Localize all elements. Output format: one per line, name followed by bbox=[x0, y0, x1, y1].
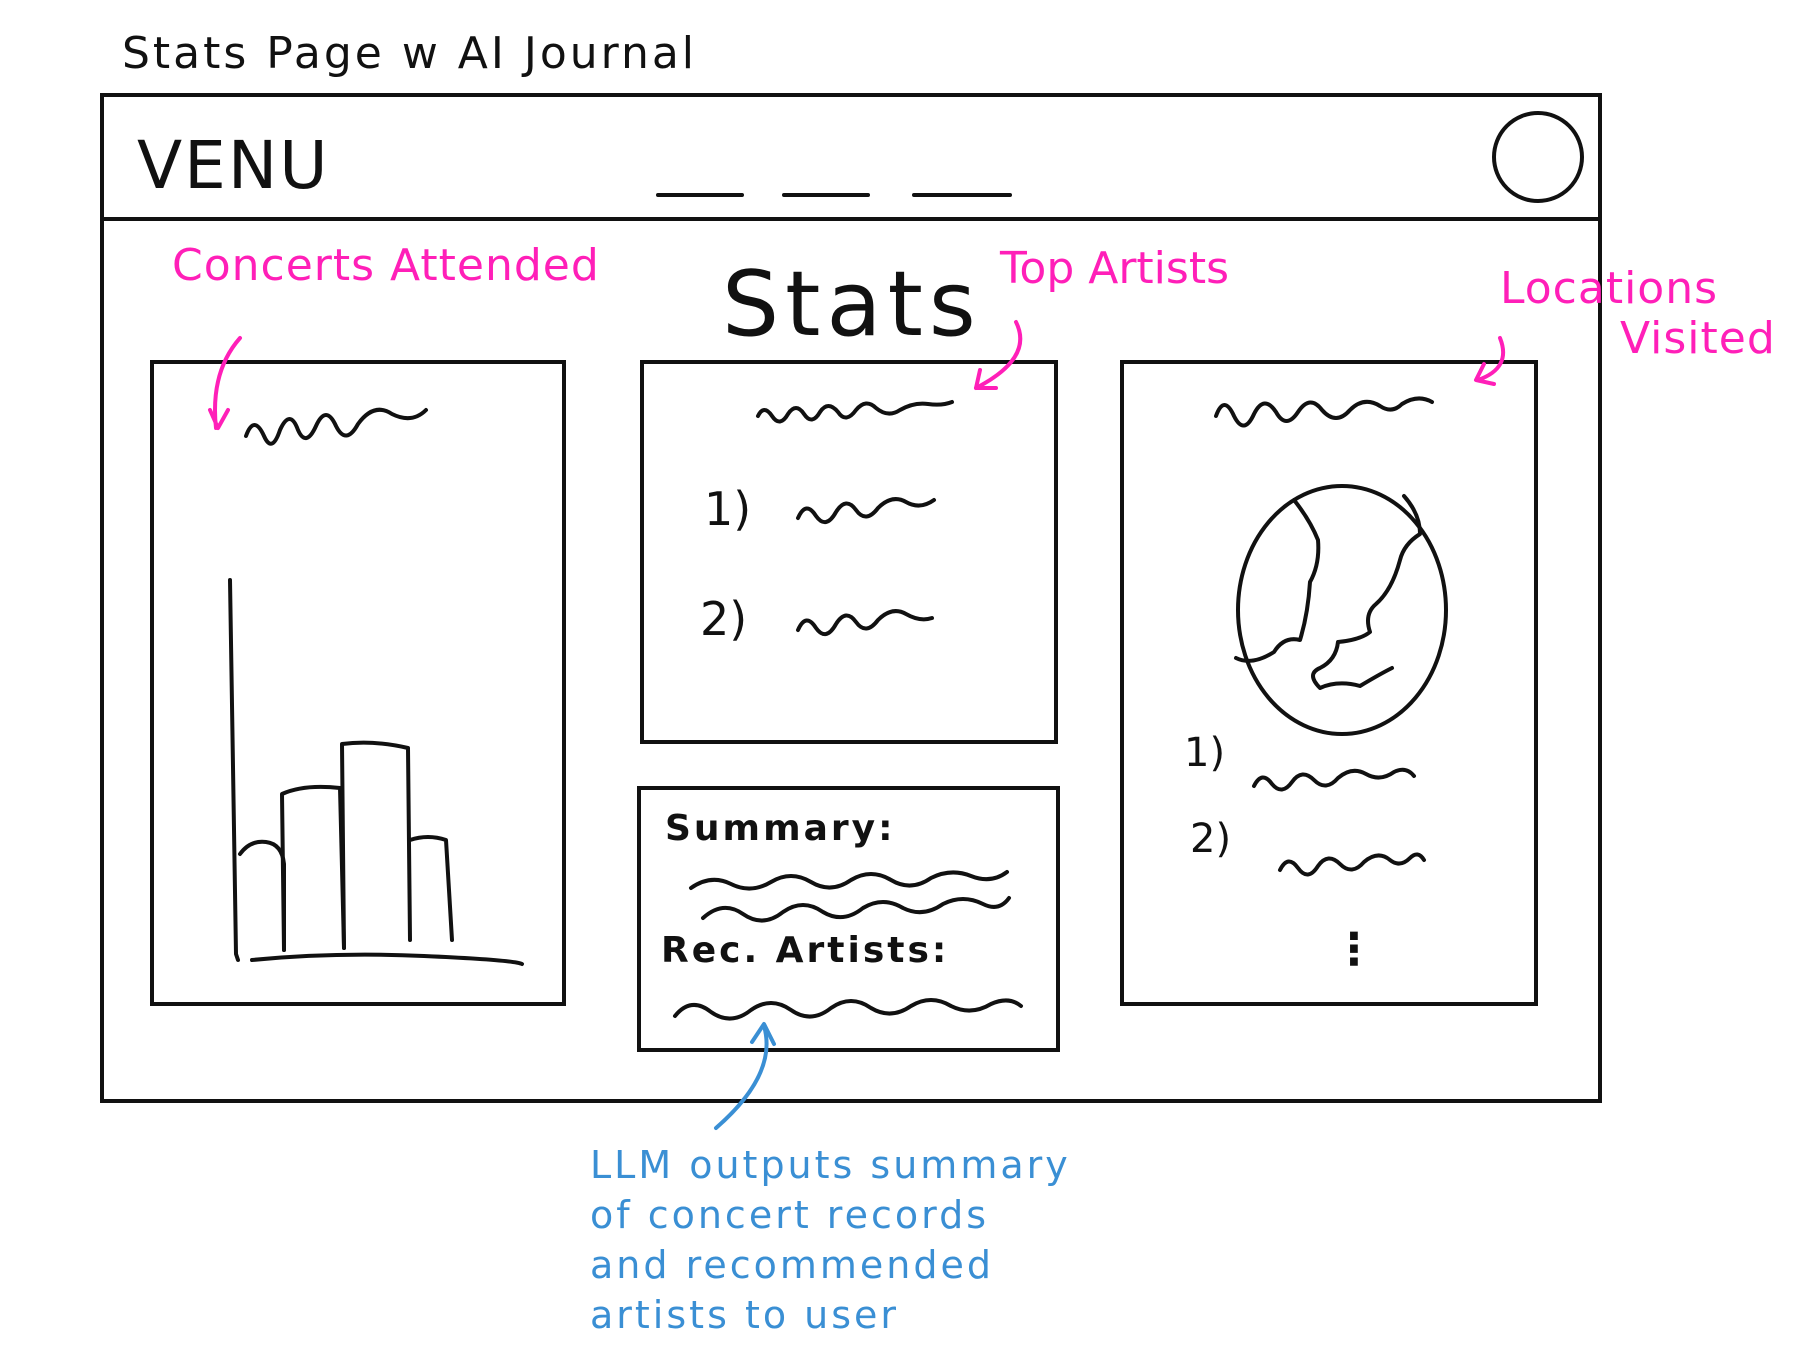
annotation-locations-line2: Visited bbox=[1620, 313, 1776, 364]
summary-line-2-scribble bbox=[701, 896, 1011, 923]
annotation-locations-line1: Locations bbox=[1500, 263, 1719, 314]
location-rank-2: 2) bbox=[1190, 816, 1232, 862]
artist-rank-2: 2) bbox=[700, 592, 748, 646]
nav-link-3[interactable] bbox=[912, 193, 1012, 197]
app-logo[interactable]: VENU bbox=[137, 127, 330, 204]
artist-1-scribble bbox=[796, 497, 936, 524]
concerts-panel-sketch bbox=[228, 407, 524, 966]
top-artists-sketch bbox=[756, 400, 954, 636]
summary-line-1-scribble bbox=[689, 870, 1009, 891]
more-locations-ellipsis[interactable]: ⋮ bbox=[1332, 924, 1376, 975]
browser-window: VENU bbox=[100, 93, 1602, 1103]
chart-bar-1 bbox=[238, 839, 286, 952]
artist-rank-1: 1) bbox=[704, 482, 752, 536]
chart-x-axis bbox=[250, 952, 524, 966]
annotation-concerts-attended: Concerts Attended bbox=[172, 240, 600, 291]
top-artists-panel: 1) 2) bbox=[640, 360, 1058, 744]
stats-heading: Stats bbox=[722, 252, 982, 357]
ai-journal-panel: Summary: Rec. Artists: bbox=[637, 786, 1060, 1052]
bar-chart-icon bbox=[228, 578, 524, 966]
nav-link-1[interactable] bbox=[656, 193, 744, 197]
rec-artists-label: Rec. Artists: bbox=[661, 930, 950, 971]
globe-outline bbox=[1236, 484, 1448, 736]
chart-bar-4 bbox=[408, 835, 454, 942]
globe-continent-2 bbox=[1311, 494, 1422, 690]
panel-title-scribble bbox=[244, 407, 428, 446]
llm-note-line-2: of concert records bbox=[590, 1193, 989, 1237]
nav-link-2[interactable] bbox=[782, 193, 870, 197]
llm-note-line-1: LLM outputs summary bbox=[590, 1143, 1071, 1187]
concerts-attended-panel bbox=[150, 360, 566, 1006]
llm-note-line-3: and recommended bbox=[590, 1243, 994, 1287]
summary-label: Summary: bbox=[665, 808, 896, 849]
rec-artists-scribble bbox=[673, 998, 1023, 1021]
locations-visited-panel: 1) 2) ⋮ bbox=[1120, 360, 1538, 1006]
chart-bar-3 bbox=[340, 740, 412, 950]
profile-avatar-icon[interactable] bbox=[1492, 111, 1584, 203]
globe-icon bbox=[1234, 484, 1448, 736]
location-1-scribble bbox=[1252, 767, 1416, 792]
chart-bar-2 bbox=[280, 784, 346, 952]
annotation-top-artists: Top Artists bbox=[1000, 243, 1230, 294]
chart-y-axis bbox=[228, 578, 240, 962]
llm-note: LLM outputs summary of concert records a… bbox=[590, 1140, 1110, 1340]
locations-title-scribble bbox=[1214, 396, 1434, 428]
globe-continent-1 bbox=[1234, 498, 1321, 663]
location-rank-1: 1) bbox=[1184, 730, 1226, 776]
locations-sketch bbox=[1214, 396, 1448, 877]
page-title: Stats Page w AI Journal bbox=[122, 28, 698, 79]
ai-journal-sketch bbox=[673, 870, 1023, 1021]
top-artists-title-scribble bbox=[756, 400, 954, 424]
artist-2-scribble bbox=[796, 609, 934, 636]
location-2-scribble bbox=[1278, 852, 1426, 877]
navbar: VENU bbox=[104, 97, 1598, 221]
llm-note-line-4: artists to user bbox=[590, 1293, 900, 1337]
